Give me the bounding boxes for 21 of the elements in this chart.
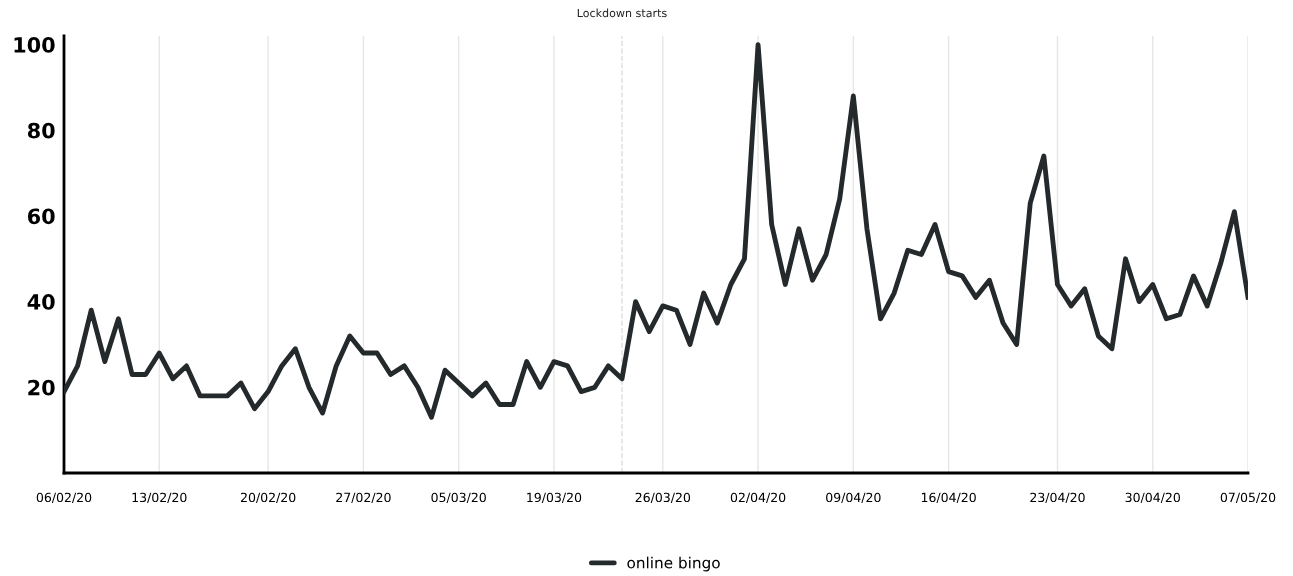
x-tick-label: 26/03/20 <box>635 492 691 504</box>
legend-label: online bingo <box>627 556 720 572</box>
x-tick-label: 02/04/20 <box>730 492 786 504</box>
x-tick-label: 13/02/20 <box>132 492 187 504</box>
y-tick-label: 100 <box>14 37 55 53</box>
x-tick-label: 16/04/20 <box>921 492 976 504</box>
x-tick-label: 30/04/20 <box>1125 492 1180 504</box>
y-tick-label: 60 <box>27 208 55 225</box>
x-tick-label: 06/02/20 <box>36 492 92 504</box>
line-series <box>64 42 1248 420</box>
x-tick-label: 09/04/20 <box>826 492 881 504</box>
x-tick-label: 07/05/20 <box>1220 492 1276 504</box>
x-tick-label: 27/02/20 <box>336 492 391 504</box>
y-tick-label: 40 <box>27 294 55 310</box>
text: Lockdown starts <box>577 8 667 18</box>
x-tick-label: 23/04/20 <box>1030 492 1085 504</box>
x-tick-label: 20/02/20 <box>240 492 296 504</box>
y-tick-label: 80 <box>27 122 55 139</box>
x-tick-label: 19/03/20 <box>527 492 582 504</box>
y-tick-label: 20 <box>28 379 55 396</box>
x-tick-label: 05/03/20 <box>431 492 486 504</box>
